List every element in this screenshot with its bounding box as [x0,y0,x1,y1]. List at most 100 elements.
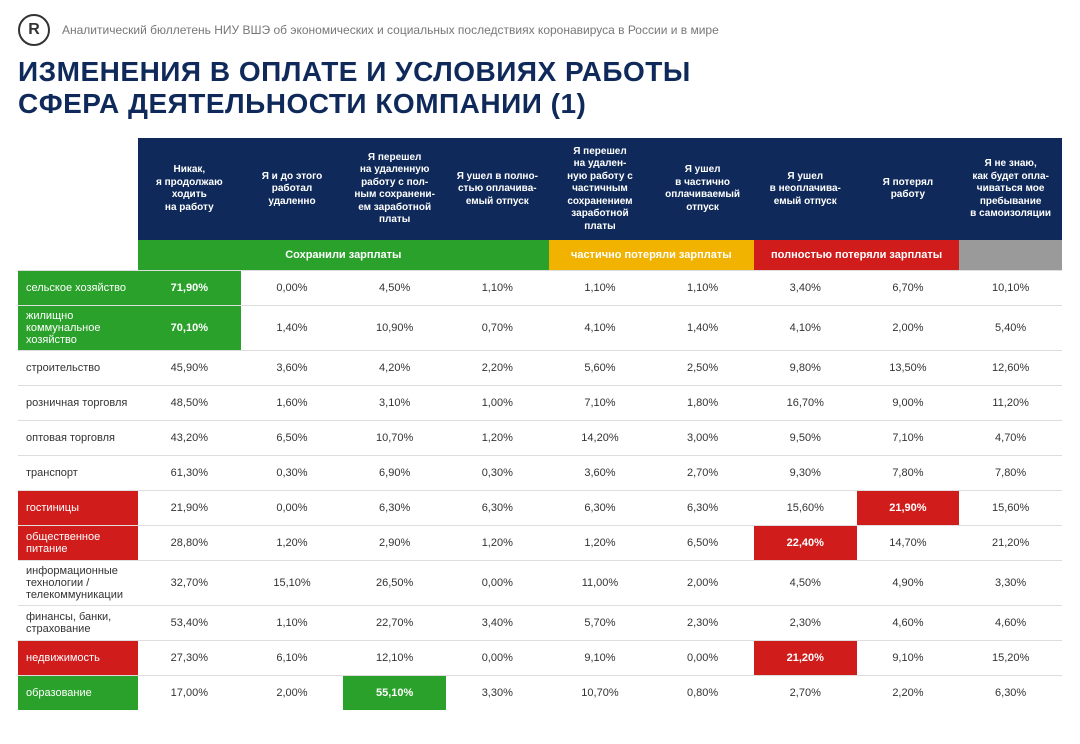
cell: 3,40% [754,271,857,306]
cell: 7,10% [857,421,960,456]
cell: 22,70% [343,606,446,641]
cell: 2,00% [651,561,754,606]
cell: 2,00% [241,676,344,711]
band-2: полностью потеряли зарплаты [754,240,959,271]
row-label: жилищно коммунальное хозяйство [18,306,138,351]
band-1: частично потеряли зарплаты [549,240,754,271]
cell: 28,80% [138,526,241,561]
cell: 4,70% [959,421,1062,456]
cell: 21,90% [857,491,960,526]
cell: 1,40% [651,306,754,351]
cell: 61,30% [138,456,241,491]
cell: 4,60% [857,606,960,641]
cell: 2,20% [446,351,549,386]
row-label: информационные технологии / телекоммуник… [18,561,138,606]
cell: 45,90% [138,351,241,386]
cell: 0,00% [446,561,549,606]
cell: 15,20% [959,641,1062,676]
cell: 9,50% [754,421,857,456]
cell: 21,90% [138,491,241,526]
cell: 1,20% [446,421,549,456]
topbar: R Аналитический бюллетень НИУ ВШЭ об эко… [18,14,1062,46]
cell: 3,40% [446,606,549,641]
cell: 9,00% [857,386,960,421]
cell: 5,40% [959,306,1062,351]
cell: 1,00% [446,386,549,421]
cell: 21,20% [959,526,1062,561]
cell: 2,20% [857,676,960,711]
cell: 0,00% [446,641,549,676]
row-label: недвижимость [18,641,138,676]
cell: 10,70% [343,421,446,456]
cell: 0,80% [651,676,754,711]
cell: 3,60% [241,351,344,386]
cell: 15,60% [754,491,857,526]
cell: 10,90% [343,306,446,351]
cell: 1,10% [241,606,344,641]
title-line-1: ИЗМЕНЕНИЯ В ОПЛАТЕ И УСЛОВИЯХ РАБОТЫ [18,56,691,87]
cell: 1,10% [549,271,652,306]
cell: 1,20% [241,526,344,561]
cell: 1,20% [549,526,652,561]
cell: 6,50% [241,421,344,456]
cell: 2,50% [651,351,754,386]
cell: 5,70% [549,606,652,641]
cell: 10,70% [549,676,652,711]
col-header-8: Я не знаю,как будет опла-чиваться моепре… [959,138,1062,240]
cell: 7,80% [959,456,1062,491]
row-label: финансы, банки, страхование [18,606,138,641]
cell: 2,30% [754,606,857,641]
col-header-6: Я ушелв неоплачива-емый отпуск [754,138,857,240]
cell: 55,10% [343,676,446,711]
col-header-2: Я перешелна удаленнуюработу с пол-ным со… [343,138,446,240]
row-label: сельское хозяйство [18,271,138,306]
cell: 48,50% [138,386,241,421]
cell: 4,20% [343,351,446,386]
page: R Аналитический бюллетень НИУ ВШЭ об эко… [0,0,1080,744]
row-label: розничная торговля [18,386,138,421]
cell: 7,80% [857,456,960,491]
cell: 3,30% [446,676,549,711]
cell: 14,20% [549,421,652,456]
header-blank [18,138,138,240]
cell: 6,30% [549,491,652,526]
cell: 0,00% [651,641,754,676]
col-header-7: Я потерялработу [857,138,960,240]
cell: 9,10% [857,641,960,676]
cell: 6,50% [651,526,754,561]
cell: 6,30% [651,491,754,526]
col-header-4: Я перешелна удален-ную работу счастичным… [549,138,652,240]
cell: 0,00% [241,271,344,306]
cell: 22,40% [754,526,857,561]
col-header-1: Я и до этогоработалудаленно [241,138,344,240]
cell: 15,10% [241,561,344,606]
cell: 3,60% [549,456,652,491]
cell: 4,10% [549,306,652,351]
cell: 6,90% [343,456,446,491]
cell: 1,80% [651,386,754,421]
cell: 7,10% [549,386,652,421]
cell: 70,10% [138,306,241,351]
cell: 71,90% [138,271,241,306]
cell: 0,30% [446,456,549,491]
cell: 43,20% [138,421,241,456]
row-label: образование [18,676,138,711]
col-header-3: Я ушел в полно-стью оплачива-емый отпуск [446,138,549,240]
cell: 3,00% [651,421,754,456]
cell: 6,70% [857,271,960,306]
title-line-2: СФЕРА ДЕЯТЕЛЬНОСТИ КОМПАНИИ (1) [18,88,586,119]
cell: 4,90% [857,561,960,606]
cell: 6,10% [241,641,344,676]
cell: 5,60% [549,351,652,386]
cell: 27,30% [138,641,241,676]
cell: 0,30% [241,456,344,491]
cell: 6,30% [446,491,549,526]
cell: 11,00% [549,561,652,606]
col-header-0: Никак,я продолжаюходитьна работу [138,138,241,240]
data-table: Никак,я продолжаюходитьна работуЯ и до э… [18,138,1062,710]
cell: 1,60% [241,386,344,421]
cell: 4,10% [754,306,857,351]
cell: 12,10% [343,641,446,676]
cell: 10,10% [959,271,1062,306]
cell: 32,70% [138,561,241,606]
